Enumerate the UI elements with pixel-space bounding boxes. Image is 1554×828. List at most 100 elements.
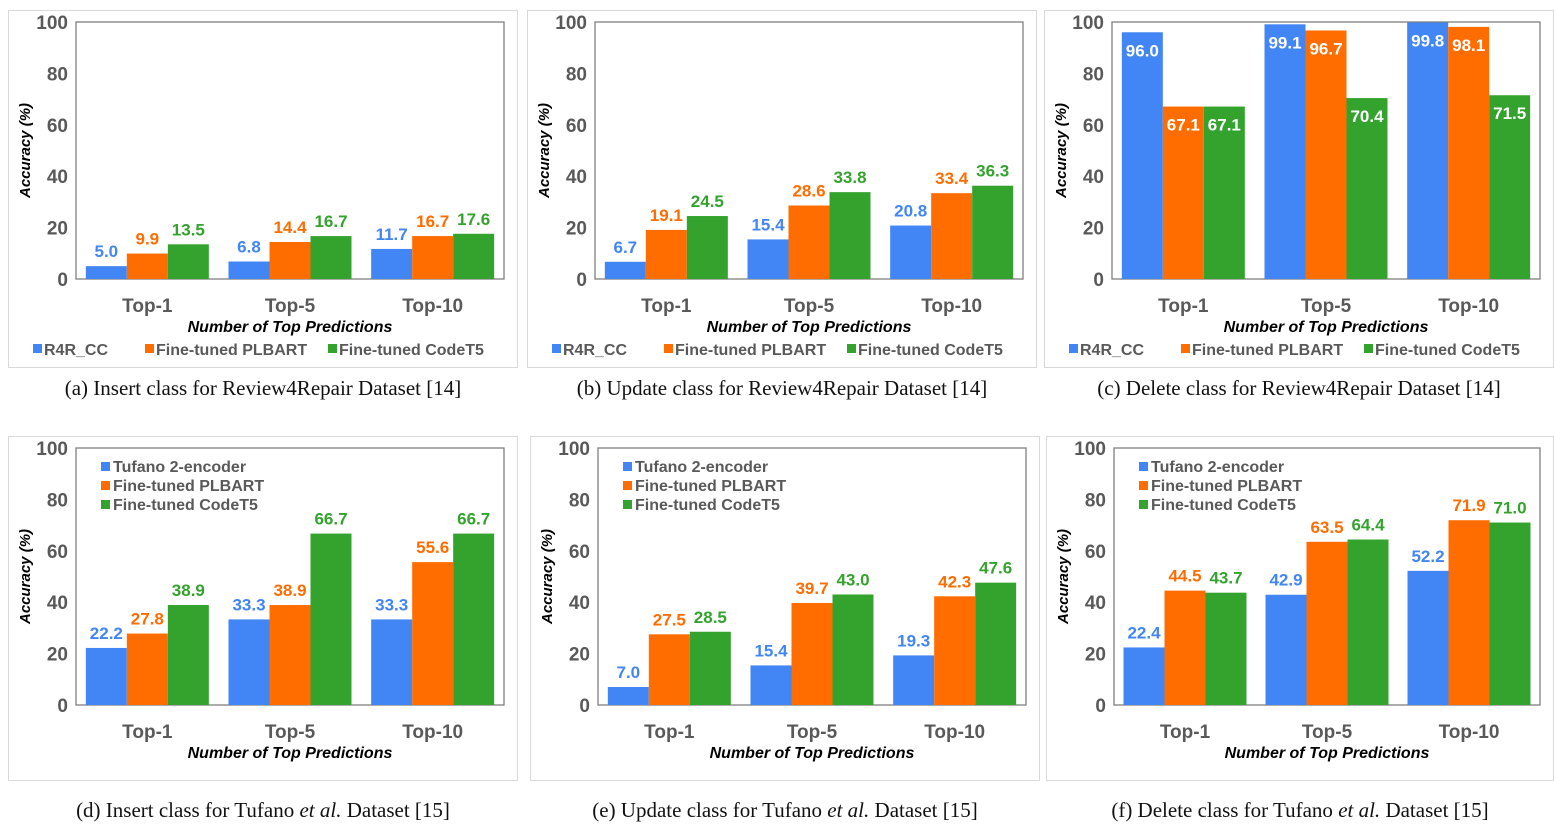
caption-e-text: (e) Update class for Tufano [592, 798, 828, 822]
legend-swatch [1181, 344, 1190, 353]
data-label: 71.9 [1452, 496, 1485, 515]
y-axis-label: Accuracy (%) [17, 529, 34, 625]
legend-label: Tufano 2-encoder [1151, 459, 1284, 476]
legend-label: Tufano 2-encoder [635, 459, 768, 476]
y-tick-label: 100 [1072, 13, 1104, 34]
bar [228, 619, 270, 705]
data-label: 98.1 [1452, 36, 1485, 55]
legend-swatch [101, 462, 110, 471]
data-label: 55.6 [416, 538, 449, 557]
legend-swatch [664, 344, 673, 353]
y-tick-label: 100 [558, 439, 590, 460]
data-label: 67.1 [1167, 116, 1200, 135]
data-label: 9.9 [136, 230, 160, 249]
chart-panel-c: 0 20 40 60 80 100 Accuracy (%) 96.0 67.1 67.1 Top-… [1044, 10, 1554, 410]
y-tick-label: 40 [1085, 593, 1106, 614]
legend-label: Fine-tuned CodeT5 [339, 342, 484, 359]
bar [85, 647, 127, 705]
caption-e: (e) Update class for Tufano et al. Datas… [592, 798, 978, 822]
y-tick-label: 40 [1083, 167, 1104, 188]
legend-swatch [623, 462, 632, 471]
y-tick-label: 80 [47, 490, 68, 511]
y-tick-label: 60 [566, 116, 587, 137]
y-tick-label: 100 [555, 13, 587, 34]
bar [1306, 541, 1348, 705]
y-tick-label: 80 [47, 64, 68, 85]
y-tick-label: 0 [1095, 696, 1106, 717]
x-tick-label: Top-5 [265, 722, 316, 743]
bar [1347, 539, 1389, 705]
bar [1407, 570, 1449, 705]
x-axis-label: Number of Top Predictions [1225, 745, 1430, 762]
data-label: 67.1 [1208, 116, 1241, 135]
legend-label: R4R_CC [44, 342, 108, 359]
data-label: 27.8 [131, 610, 164, 629]
data-label: 28.6 [792, 181, 825, 200]
x-tick-label: Top-5 [265, 296, 316, 317]
data-label: 99.1 [1268, 33, 1301, 52]
chart-panel-f: 0 20 40 60 80 100 Accuracy (%) 22.4 44.5 43.7 Top-… [1046, 436, 1554, 826]
bar [604, 261, 646, 279]
caption-a-text: (a) Insert class for Review4Repair Datas… [64, 376, 462, 400]
bar [1205, 592, 1247, 705]
y-tick-label: 0 [576, 270, 587, 291]
y-axis-label: Accuracy (%) [1053, 103, 1070, 199]
data-label: 71.0 [1493, 499, 1526, 518]
legend-label: Fine-tuned CodeT5 [858, 342, 1003, 359]
bar [1265, 594, 1307, 705]
legend-swatch [552, 344, 561, 353]
data-label: 71.5 [1493, 104, 1526, 123]
chart-panel-b: 0 20 40 60 80 100 Accuracy (%) 6.7 19.1 24.5 Top-1… [527, 10, 1037, 410]
data-label: 70.4 [1350, 107, 1384, 126]
data-label: 6.7 [614, 238, 638, 257]
bar [412, 562, 454, 705]
y-axis-label: Accuracy (%) [17, 103, 34, 199]
bar [1448, 520, 1490, 705]
chart-e: 0 20 40 60 80 100 Accuracy (%) 7.0 27.5 28.5 Top-1… [530, 436, 1040, 781]
y-tick-label: 0 [579, 696, 590, 717]
y-tick-label: 60 [1085, 542, 1106, 563]
chart-panel-d: 0 20 40 60 80 100 Accuracy (%) 22.2 27.8 38.9 Top-… [8, 436, 518, 826]
caption-d-text: (d) Insert class for Tufano [76, 798, 300, 822]
data-label: 6.8 [237, 238, 261, 257]
bar [931, 193, 973, 279]
data-label: 20.8 [894, 202, 927, 221]
legend-swatch [1364, 344, 1373, 353]
x-tick-label: Top-5 [1302, 722, 1353, 743]
legend-swatch [1069, 344, 1078, 353]
chart-border [527, 10, 1037, 368]
y-tick-label: 20 [1085, 645, 1106, 666]
bar [1164, 590, 1206, 705]
x-tick-label: Top-1 [644, 722, 695, 743]
legend-label: Fine-tuned CodeT5 [635, 497, 780, 514]
data-label: 38.9 [172, 581, 205, 600]
data-label: 39.7 [795, 579, 828, 598]
bar [1121, 32, 1163, 279]
x-tick-label: Top-10 [402, 296, 463, 317]
y-tick-label: 20 [1083, 219, 1104, 240]
bar [1123, 647, 1165, 705]
chart-c: 0 20 40 60 80 100 Accuracy (%) 96.0 67.1 67.1 Top-… [1044, 10, 1554, 368]
x-axis-label: Number of Top Predictions [710, 745, 915, 762]
bar [126, 253, 168, 279]
bar [747, 239, 789, 279]
legend-swatch [1139, 481, 1148, 490]
legend-swatch [1139, 462, 1148, 471]
legend-label: Fine-tuned PLBART [156, 342, 307, 359]
y-tick-label: 60 [47, 542, 68, 563]
bar [607, 687, 649, 705]
legend-swatch [101, 481, 110, 490]
bar [829, 192, 871, 279]
y-tick-label: 100 [36, 13, 68, 34]
data-label: 27.5 [653, 610, 686, 629]
data-label: 33.4 [935, 169, 969, 188]
bar [791, 602, 833, 705]
chart-panel-a: 0 20 40 60 80 100 Accuracy (%) 5.0 9.9 13.5 Top-1 6… [8, 10, 518, 410]
bar [648, 634, 690, 705]
data-label: 96.7 [1309, 39, 1342, 58]
data-label: 16.7 [416, 212, 449, 231]
legend-label: Fine-tuned PLBART [1192, 342, 1343, 359]
bar [453, 233, 495, 279]
data-label: 33.3 [232, 595, 265, 614]
x-tick-label: Top-1 [122, 722, 173, 743]
